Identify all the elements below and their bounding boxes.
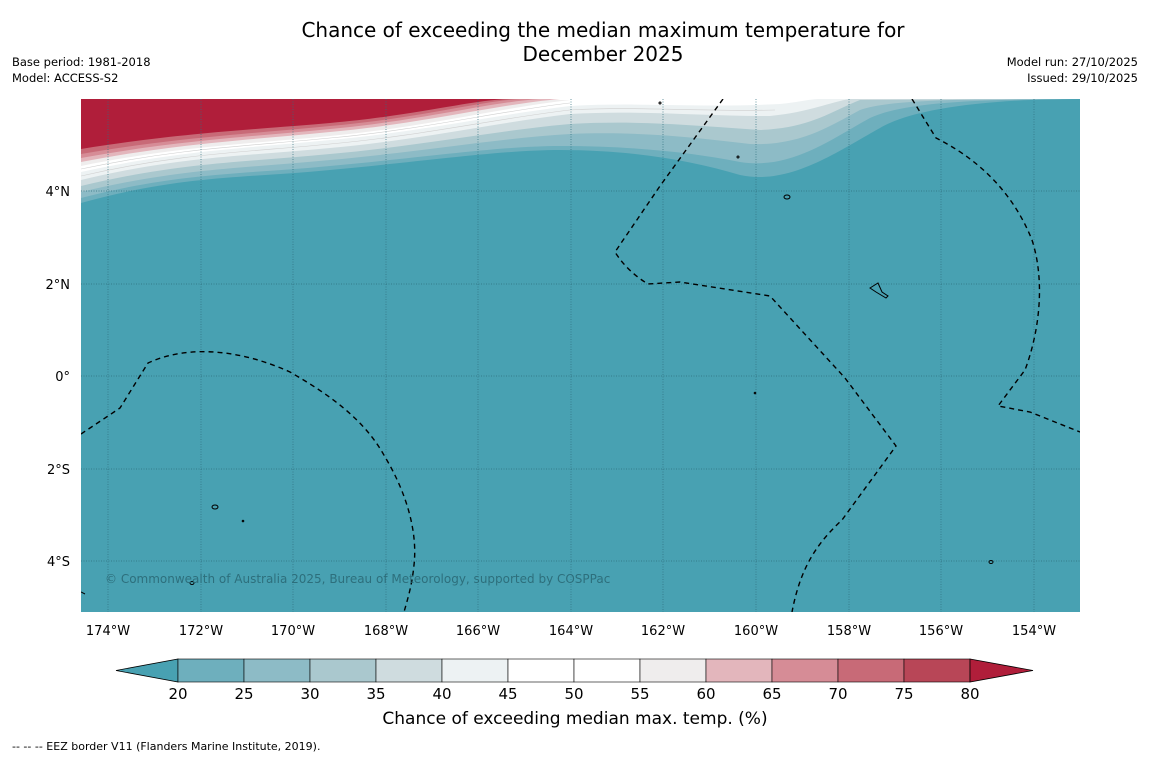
colorbar-segment xyxy=(837,658,905,683)
colorbar-segment xyxy=(441,658,509,683)
longitude-labels: 174°W 172°W 170°W 168°W 166°W 164°W 162°… xyxy=(86,624,1056,639)
colorbar-segment xyxy=(639,658,707,683)
colorbar-tick: 45 xyxy=(498,685,517,703)
eez-borders xyxy=(81,99,1080,612)
lon-label: 168°W xyxy=(364,624,408,639)
colorbar-tick-labels: 20 25 30 35 40 45 50 55 60 65 70 75 80 xyxy=(168,685,979,703)
colorbar-tick: 65 xyxy=(762,685,781,703)
title-line-1: Chance of exceeding the median maximum t… xyxy=(301,18,905,42)
island-kiritimati xyxy=(869,282,889,299)
latitude-labels: 4°N 2°N 0° 2°S 4°S xyxy=(46,185,71,570)
colorbar-extend-low xyxy=(115,658,179,683)
colorbar-segment xyxy=(507,658,575,683)
island-nukunonu xyxy=(189,581,195,585)
title-line-2: December 2025 xyxy=(522,42,684,66)
colorbar-tick: 75 xyxy=(894,685,913,703)
band-80 xyxy=(81,99,510,149)
contour-lines xyxy=(81,102,776,177)
lon-label: 160°W xyxy=(734,624,778,639)
colorbar-label: Chance of exceeding median max. temp. (%… xyxy=(382,709,768,729)
colorbar-segment xyxy=(177,658,245,683)
lon-label: 164°W xyxy=(549,624,593,639)
colorbar-segment xyxy=(243,658,311,683)
lat-label: 0° xyxy=(55,370,70,385)
map-background xyxy=(81,99,1080,612)
colorbar-segment xyxy=(903,658,971,683)
colorbar-segment xyxy=(309,658,377,683)
copyright-notice: © Commonwealth of Australia 2025, Bureau… xyxy=(105,572,611,586)
coast-corner xyxy=(81,591,86,595)
colorbar-extend-high xyxy=(969,658,1034,683)
island-swains xyxy=(241,519,245,523)
colorbar-segment xyxy=(771,658,839,683)
graticule xyxy=(81,99,1080,612)
lon-label: 154°W xyxy=(1012,624,1056,639)
map-panel xyxy=(81,99,1080,612)
lat-label: 2°N xyxy=(46,278,71,293)
eez-legend-note: -- -- -- EEZ border V11 (Flanders Marine… xyxy=(12,740,321,753)
colorbar-segment xyxy=(573,658,641,683)
colorbar-tick: 35 xyxy=(366,685,385,703)
colorbar-tick: 30 xyxy=(300,685,319,703)
lon-label: 170°W xyxy=(271,624,315,639)
lat-label: 4°S xyxy=(47,555,70,570)
colorbar xyxy=(115,658,1034,683)
colorbar-segment xyxy=(705,658,773,683)
islands xyxy=(81,101,994,595)
colorbar-tick: 25 xyxy=(234,685,253,703)
island-atafu xyxy=(211,504,219,510)
model-run: Model run: 27/10/2025 xyxy=(1006,55,1138,69)
lat-label: 2°S xyxy=(47,463,70,478)
island-kingman xyxy=(658,101,662,105)
base-period: Base period: 1981-2018 xyxy=(12,55,151,69)
map-title: Chance of exceeding the median maximum t… xyxy=(200,18,1006,66)
issued-date: Issued: 29/10/2025 xyxy=(1027,71,1138,85)
colorbar-tick: 20 xyxy=(168,685,187,703)
colorbar-tick: 70 xyxy=(828,685,847,703)
lon-label: 158°W xyxy=(827,624,871,639)
colorbar-tick: 50 xyxy=(564,685,583,703)
lon-label: 174°W xyxy=(86,624,130,639)
island-flint xyxy=(988,560,994,564)
island-jarvis xyxy=(753,391,757,395)
colorbar-tick: 40 xyxy=(432,685,451,703)
meta-left: Base period: 1981-2018 Model: ACCESS-S2 xyxy=(12,54,151,86)
meta-right: Model run: 27/10/2025 Issued: 29/10/2025 xyxy=(1007,54,1138,86)
colorbar-tick: 55 xyxy=(630,685,649,703)
colorbar-tick: 60 xyxy=(696,685,715,703)
model-name: Model: ACCESS-S2 xyxy=(12,71,119,85)
colorbar-segment xyxy=(375,658,443,683)
colorbar-tick: 80 xyxy=(960,685,979,703)
lon-label: 162°W xyxy=(641,624,685,639)
lat-label: 4°N xyxy=(46,185,71,200)
lon-label: 156°W xyxy=(919,624,963,639)
island-palmyra xyxy=(736,155,740,159)
island-starbuck xyxy=(783,194,791,200)
lon-label: 172°W xyxy=(179,624,223,639)
lon-label: 166°W xyxy=(456,624,500,639)
